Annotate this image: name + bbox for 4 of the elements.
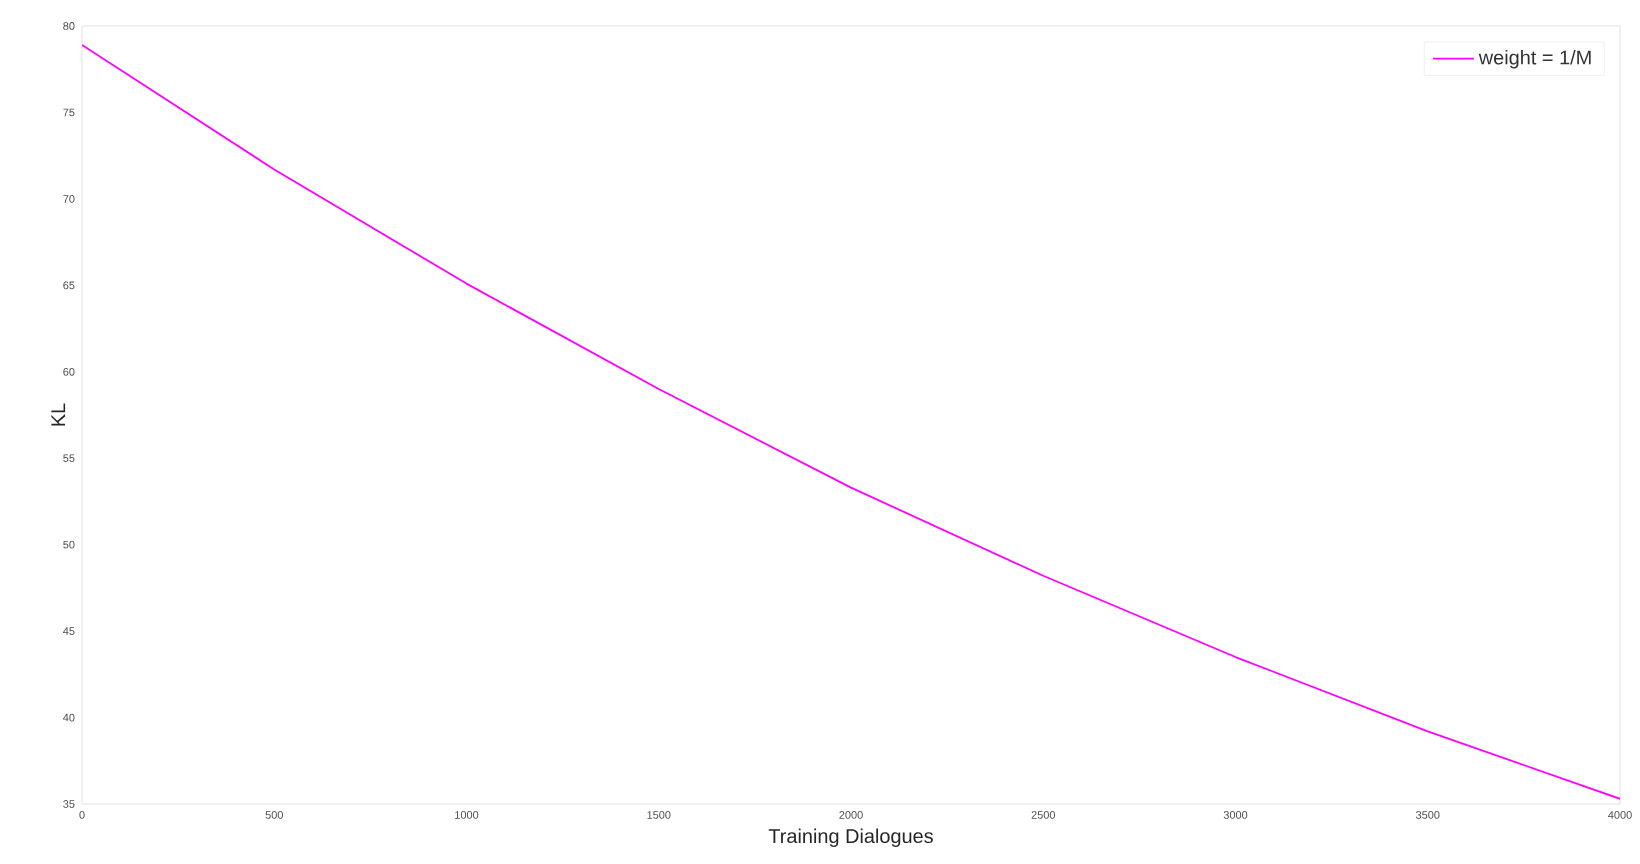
- legend-label: weight = 1/M: [1478, 49, 1591, 69]
- y-axis-title: KL: [51, 403, 66, 426]
- line-series: [82, 44, 1621, 800]
- x-axis-title: Training Dialogues: [768, 828, 933, 848]
